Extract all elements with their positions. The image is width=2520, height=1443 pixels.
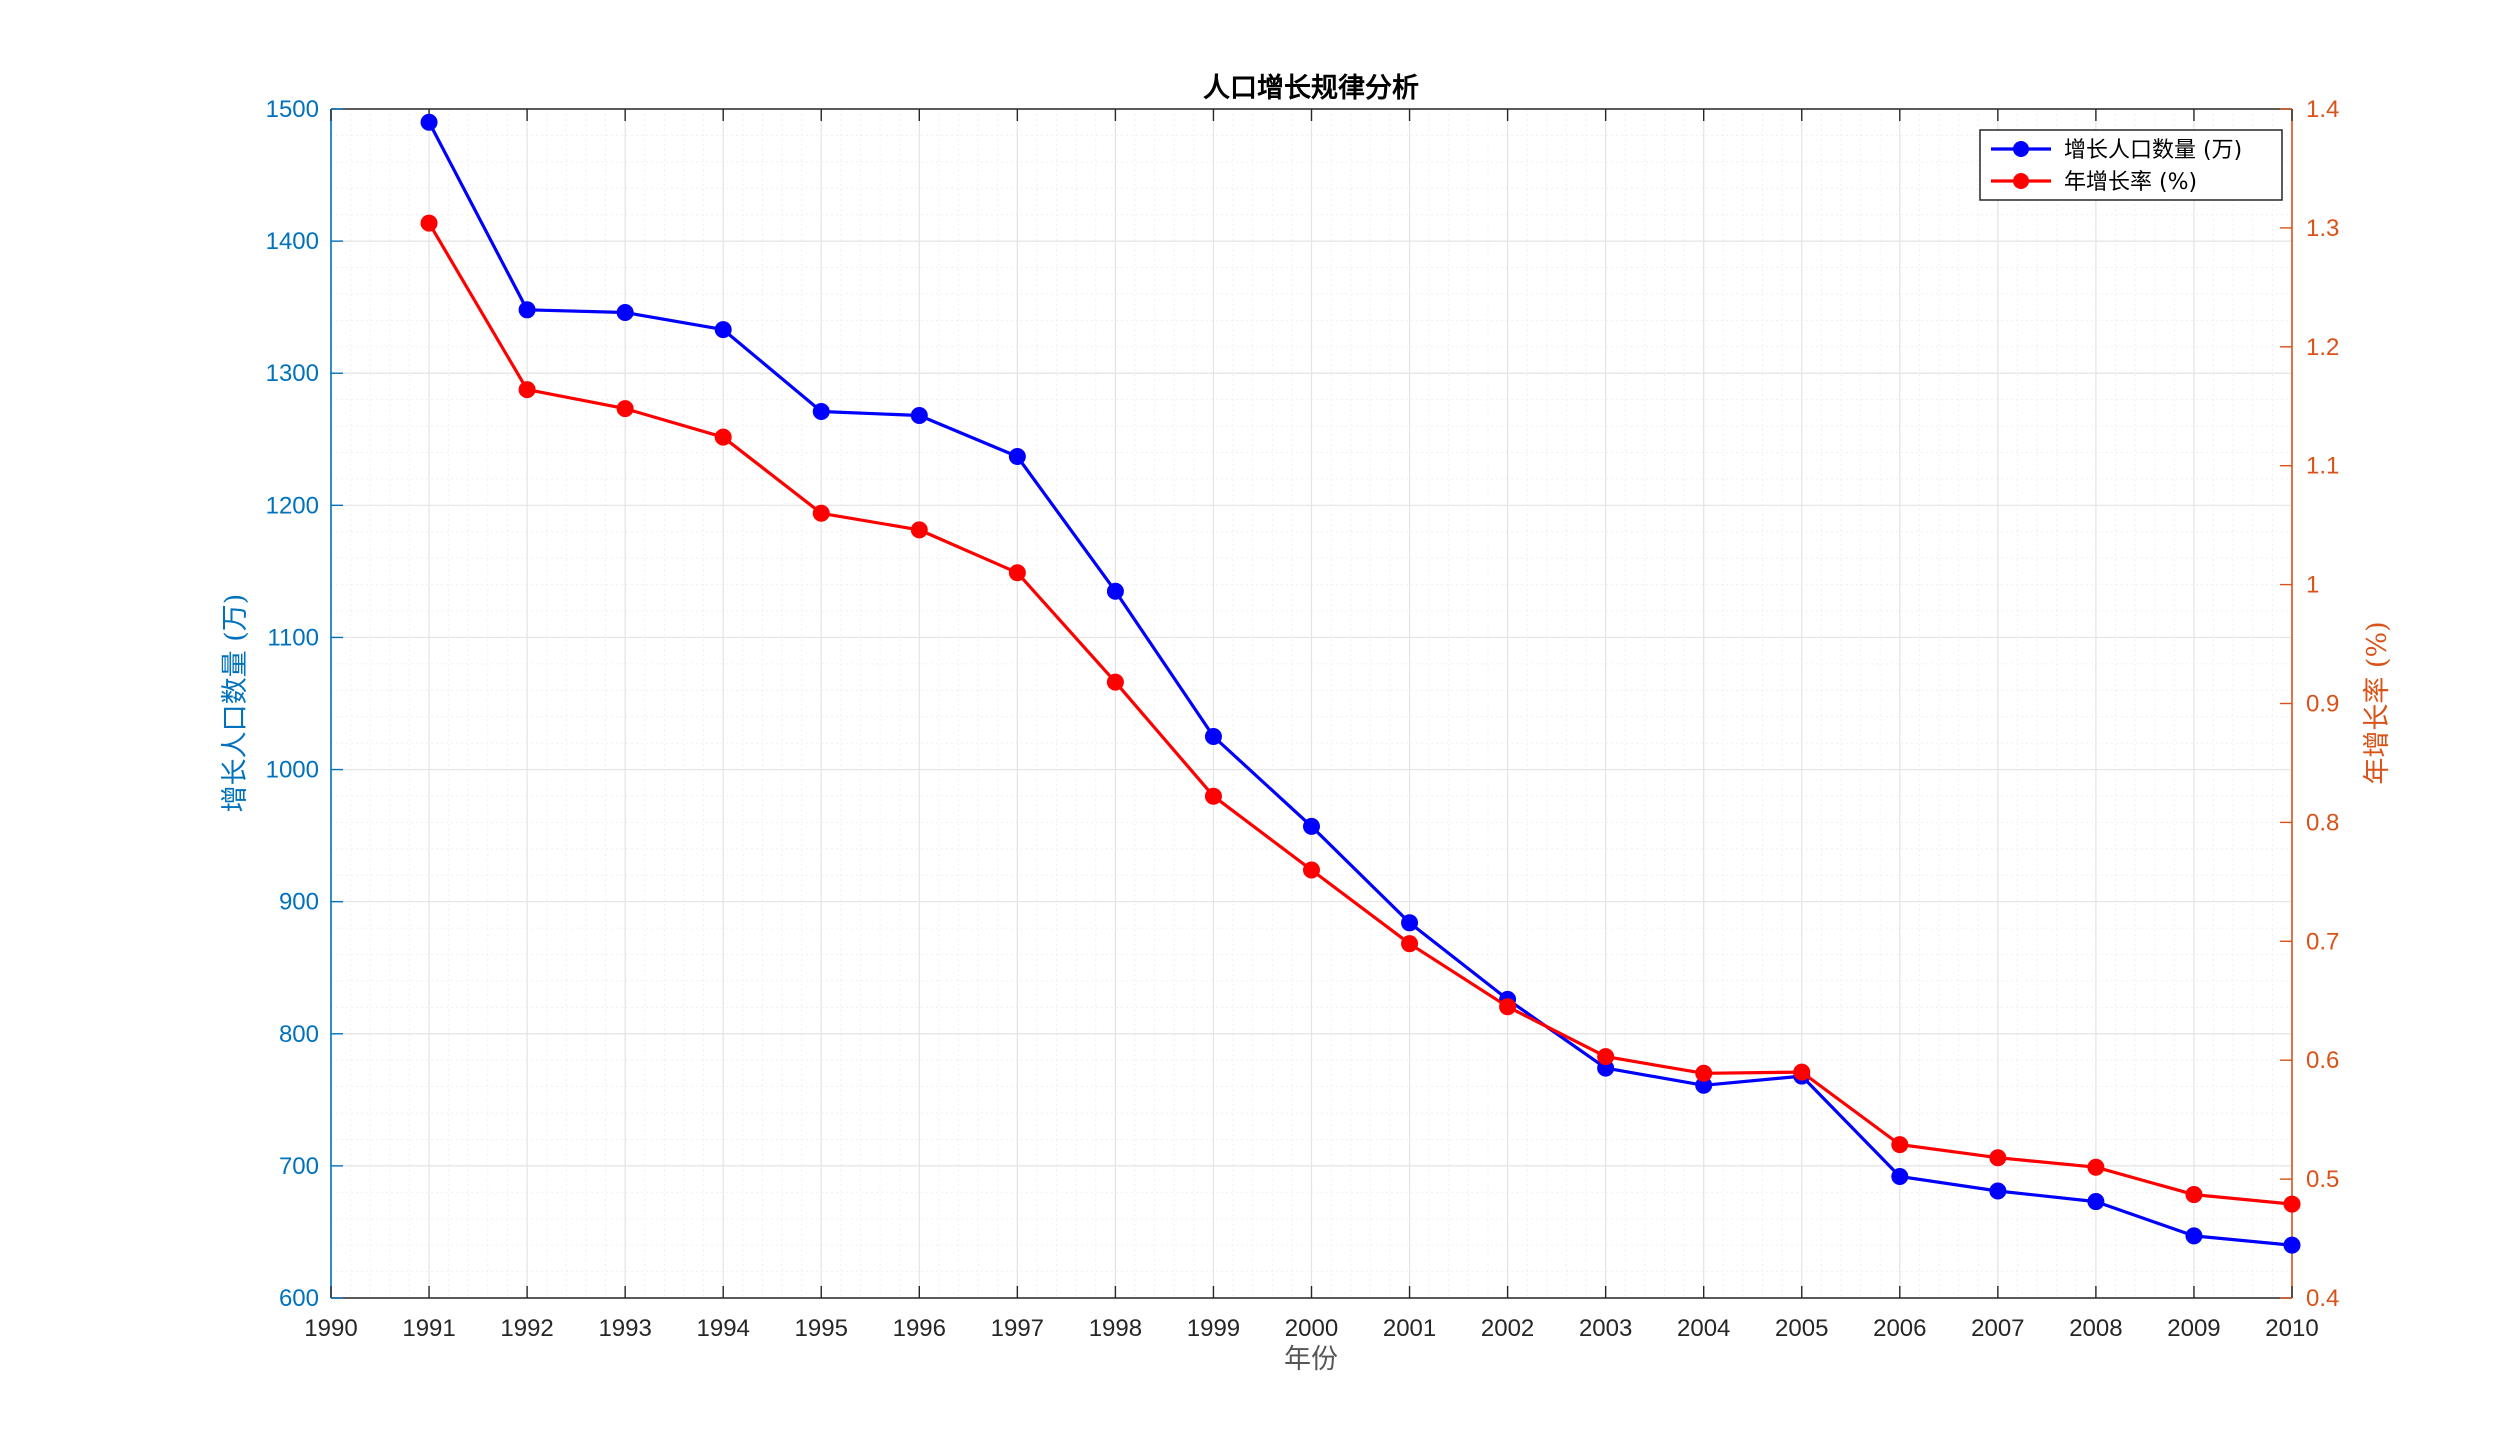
y-right-tick-label: 0.7	[2306, 928, 2339, 955]
data-point-0	[714, 321, 732, 339]
data-point-0	[2087, 1193, 2105, 1211]
data-point-1	[1204, 787, 1222, 805]
data-point-0	[2185, 1227, 2203, 1245]
x-tick-label: 1991	[402, 1315, 455, 1342]
data-point-1	[1499, 998, 1517, 1016]
data-point-0	[1204, 728, 1222, 746]
data-point-0	[1008, 447, 1026, 465]
x-tick-label: 2003	[1579, 1315, 1632, 1342]
data-point-1	[714, 428, 732, 446]
x-tick-label: 2008	[2069, 1315, 2122, 1342]
legend-label-population: 增长人口数量 (万)	[2064, 138, 2242, 163]
x-tick-label: 1994	[697, 1315, 750, 1342]
x-tick-label: 1997	[991, 1315, 1044, 1342]
y-left-tick-label: 1500	[266, 96, 319, 123]
y-left-tick-label: 1100	[267, 624, 319, 651]
data-point-0	[420, 113, 438, 131]
data-point-1	[1008, 564, 1026, 582]
y-left-tick-label: 800	[279, 1021, 319, 1048]
y-right-tick-label: 1.1	[2306, 453, 2339, 480]
y-right-tick-label: 0.4	[2306, 1285, 2339, 1312]
data-point-1	[420, 214, 438, 232]
x-tick-label: 2006	[1873, 1315, 1926, 1342]
y-left-tick-label: 600	[279, 1285, 319, 1312]
y-left-tick-label: 1200	[266, 492, 319, 519]
data-point-1	[1695, 1064, 1713, 1082]
data-point-0	[2283, 1236, 2301, 1254]
data-point-1	[616, 400, 634, 418]
y-right-tick-label: 1.2	[2306, 334, 2339, 361]
x-tick-label: 1996	[893, 1315, 946, 1342]
x-tick-label: 2010	[2265, 1315, 2318, 1342]
y-axis-left-label: 增长人口数量 (万)	[220, 594, 251, 813]
x-axis-label: 年份	[1284, 1344, 1338, 1375]
x-tick-label: 1998	[1089, 1315, 1142, 1342]
data-point-1	[1303, 861, 1320, 879]
x-tick-label: 1999	[1187, 1315, 1240, 1342]
data-point-1	[2185, 1186, 2203, 1204]
y-left-tick-label: 1300	[266, 360, 319, 387]
x-tick-label: 2005	[1775, 1315, 1828, 1342]
series-line-0	[427, 121, 2293, 1247]
data-point-1	[1891, 1136, 1909, 1154]
y-left-tick-label: 1000	[266, 757, 319, 784]
x-tick-label: 2002	[1481, 1315, 1534, 1342]
y-right-tick-label: 1.3	[2306, 215, 2339, 242]
y-axis-right-label: 年增长率 (%)	[2362, 621, 2393, 784]
y-left-tick-label: 700	[279, 1153, 319, 1180]
x-tick-label: 1992	[500, 1315, 553, 1342]
data-point-1	[1989, 1149, 2007, 1167]
x-tick-label: 2001	[1383, 1315, 1436, 1342]
series-layer	[420, 113, 2301, 1254]
x-tick-label: 2004	[1677, 1315, 1730, 1342]
y-right-tick-label: 1.4	[2306, 96, 2339, 123]
legend-swatch-marker-population	[2013, 141, 2029, 157]
data-point-1	[812, 504, 830, 522]
data-point-0	[518, 301, 536, 319]
axes-layer: 1990 1991 1992 1993 1994 1995 1996 1997 1998 1999…	[266, 96, 2340, 1342]
data-point-0	[910, 406, 928, 424]
x-tick-label: 2009	[2167, 1315, 2220, 1342]
legend-label-rate: 年增长率 (%)	[2064, 170, 2197, 195]
y-right-tick-label: 1	[2306, 572, 2319, 599]
y-left-tick-label: 1400	[266, 228, 319, 255]
data-point-0	[812, 403, 830, 421]
y-right-tick-label: 0.5	[2306, 1166, 2339, 1193]
x-tick-label: 2007	[1971, 1315, 2024, 1342]
data-point-0	[1989, 1182, 2007, 1200]
chart-title: 人口增长规律分析	[1203, 72, 1419, 104]
data-point-1	[2283, 1195, 2301, 1213]
x-tick-label: 1990	[304, 1315, 357, 1342]
y-right-tick-label: 0.9	[2306, 691, 2339, 718]
data-point-1	[2087, 1158, 2105, 1176]
grid-layer	[330, 108, 2293, 1299]
data-point-0	[1106, 582, 1124, 600]
data-point-1	[1597, 1048, 1615, 1066]
series-line-1	[427, 222, 2293, 1206]
y-right-tick-label: 0.6	[2306, 1047, 2339, 1074]
data-point-0	[1401, 914, 1419, 932]
data-point-0	[1891, 1167, 1909, 1185]
data-point-1	[518, 381, 536, 399]
data-point-0	[616, 303, 634, 321]
data-point-1	[1401, 935, 1419, 953]
legend: 增长人口数量 (万) 年增长率 (%)	[1979, 129, 2283, 201]
legend-box	[1979, 129, 2283, 201]
y-left-tick-label: 900	[279, 889, 319, 916]
x-tick-label: 1993	[598, 1315, 651, 1342]
y-right-tick-label: 0.8	[2306, 809, 2339, 836]
data-point-0	[1303, 817, 1320, 835]
data-point-1	[910, 521, 928, 539]
x-tick-label: 2000	[1285, 1315, 1338, 1342]
data-point-1	[1793, 1063, 1811, 1081]
x-tick-label: 1995	[795, 1315, 848, 1342]
legend-swatch-marker-rate	[2013, 173, 2029, 189]
data-point-1	[1106, 673, 1124, 691]
text-layer: 人口增长规律分析 年份 增长人口数量 (万) 年增长率 (%)	[220, 72, 2393, 1375]
